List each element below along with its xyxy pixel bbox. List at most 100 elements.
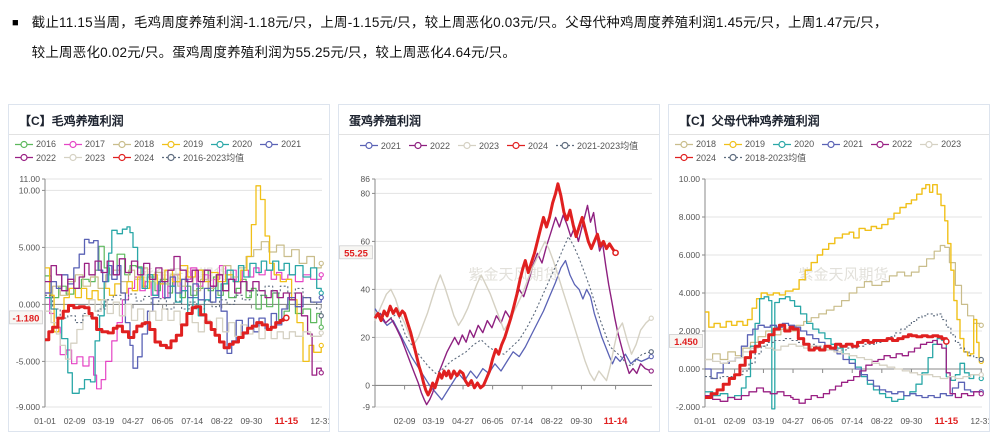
legend-label: 2018-2023均值 — [745, 153, 807, 163]
chart-panel-broiler: 【C】毛鸡养殖利润 2016 2017 2018 2019 2020 2021 2022 20… — [8, 104, 330, 432]
series-end-marker — [978, 356, 984, 363]
x-tick-label: 11-15 — [274, 416, 298, 427]
y-tick-label: 6.000 — [679, 250, 701, 260]
legend-item-2020: 2020 — [211, 139, 252, 149]
legend-marker-icon — [773, 140, 792, 148]
x-tick-label: 11-15 — [934, 416, 958, 427]
series-end-marker — [318, 272, 324, 278]
x-tick-label: 06-05 — [152, 416, 174, 426]
legend-item-2016-2023均值: 2016-2023均值 — [162, 151, 244, 164]
x-tick-label: 04-27 — [782, 416, 804, 426]
y-tick-label: -9 — [362, 402, 370, 412]
series-end-marker — [978, 391, 984, 397]
legend-label: 2023 — [478, 140, 499, 151]
current-value-box — [669, 334, 703, 348]
legend-marker-icon — [675, 140, 693, 148]
series-line-2021 — [705, 322, 982, 399]
y-tick-label: 2.000 — [679, 326, 701, 336]
y-tick-label: 40 — [361, 284, 371, 294]
legend-marker-icon — [15, 140, 33, 148]
legend-label: 2016-2023均值 — [183, 153, 245, 163]
y-tick-label: 10.00 — [19, 185, 41, 195]
x-tick-label: 02-09 — [724, 416, 746, 426]
series-end-marker — [612, 249, 619, 257]
x-tick-label: 08-22 — [211, 416, 233, 426]
summary-line-2: 较上周恶化0.02元/只。蛋鸡周度养殖利润为55.25元/只，较上周恶化4.64… — [31, 45, 517, 60]
y-tick-label: 0 — [365, 380, 370, 390]
y-tick-label: 11.00 — [19, 174, 40, 184]
legend-label: 2024 — [528, 140, 549, 151]
series-line-2024 — [705, 323, 948, 399]
x-tick-label: 01-01 — [694, 416, 716, 426]
series-end-marker — [648, 315, 654, 321]
series-line-2022 — [45, 255, 322, 376]
x-tick-label: 09-30 — [241, 416, 263, 426]
legend-item-2023: 2023 — [457, 139, 499, 152]
legend-marker-icon — [408, 141, 427, 150]
y-tick-label: -2.000 — [676, 402, 700, 412]
chart-legend: 2016 2017 2018 2019 2020 2021 2022 2023 2024 2016… — [9, 135, 329, 173]
legend-marker-icon — [162, 140, 181, 148]
legend-label: 2021-2023均值 — [577, 141, 639, 151]
legend-item-2021: 2021 — [359, 139, 401, 152]
series-line-2021 — [374, 259, 652, 401]
legend-marker-icon — [871, 140, 890, 148]
watermark-text: 紫金天风期货 — [468, 266, 558, 283]
current-value-label: 55.25 — [344, 248, 368, 259]
legend-item-2020: 2020 — [773, 139, 814, 149]
series-end-marker — [318, 313, 324, 319]
y-tick-label: -9.000 — [16, 402, 40, 412]
legend-label: 2021 — [380, 140, 401, 151]
chart-legend: 2018 2019 2020 2021 2022 2023 2024 2018-2023均值 — [669, 135, 989, 173]
x-tick-label: 03-19 — [93, 416, 115, 426]
legend-item-2021: 2021 — [822, 139, 863, 149]
series-line-2020 — [45, 226, 322, 394]
x-tick-label: 07-14 — [511, 416, 533, 426]
y-tick-label: 4.000 — [679, 288, 701, 298]
x-tick-label: 06-05 — [482, 416, 504, 426]
series-line-2024 — [373, 182, 617, 397]
current-value-box — [9, 310, 43, 325]
chart-legend: 2021 2022 2023 2024 2021-2023均值 — [339, 135, 659, 173]
x-tick-label: 07-14 — [181, 416, 203, 426]
series-end-marker — [318, 294, 324, 301]
x-tick-label: 06-05 — [812, 416, 834, 426]
legend-marker-icon — [724, 153, 743, 162]
series-end-marker — [648, 353, 654, 360]
legend-marker-icon — [162, 153, 181, 162]
legend-item-2018: 2018 — [675, 139, 716, 149]
legend-label: 2018 — [134, 139, 155, 149]
y-tick-label: 0.000 — [19, 299, 41, 309]
legend-item-2022: 2022 — [871, 139, 912, 149]
legend-marker-icon — [113, 153, 132, 162]
summary-line-1: 截止11.15当周，毛鸡周度养殖利润-1.18元/只，上周-1.15元/只，较上… — [31, 15, 888, 30]
legend-marker-icon — [260, 140, 279, 148]
series-end-marker — [318, 260, 324, 267]
legend-item-2023: 2023 — [920, 139, 961, 149]
y-tick-label: 0.000 — [679, 364, 701, 374]
series-line-2021-2023均值 — [374, 236, 652, 374]
legend-item-2021: 2021 — [260, 139, 301, 149]
legend-item-2024: 2024 — [113, 151, 154, 164]
chart-panel-parent-stock: 【C】父母代种鸡养殖利润 2018 2019 2020 2021 2022 2023 202… — [668, 104, 990, 432]
series-line-2024 — [45, 304, 288, 350]
legend-label: 2024 — [134, 152, 155, 163]
legend-label: 2022 — [892, 139, 913, 149]
legend-marker-icon — [359, 141, 378, 150]
x-tick-label: 03-19 — [753, 416, 775, 426]
series-end-marker — [318, 370, 324, 376]
chart-plot: 紫金天风期货 86 80 60 40 20 0 -9 02-09 03-19 04-27 06-05 0… — [339, 174, 654, 427]
x-tick-label: 03-19 — [423, 416, 445, 426]
chart-plot: 紫金天风期货 10.00 8.000 6.000 4.000 2.000 0.000 -2.0… — [669, 174, 989, 427]
x-tick-label: 09-30 — [901, 416, 923, 426]
chart-panel-egg-layer: 蛋鸡养殖利润 2021 2022 2023 2024 2021-2023均值 紫金天风期… — [338, 104, 660, 432]
legend-label: 2023 — [85, 152, 106, 163]
x-tick-label: 12-31 — [970, 416, 989, 426]
x-tick-label: 01-01 — [34, 416, 56, 426]
x-tick-label: 04-27 — [452, 416, 474, 426]
y-tick-label: 8.000 — [679, 212, 701, 222]
legend-item-2022: 2022 — [15, 151, 56, 164]
legend-marker-icon — [64, 140, 83, 148]
x-tick-label: 12-31 — [310, 416, 329, 426]
